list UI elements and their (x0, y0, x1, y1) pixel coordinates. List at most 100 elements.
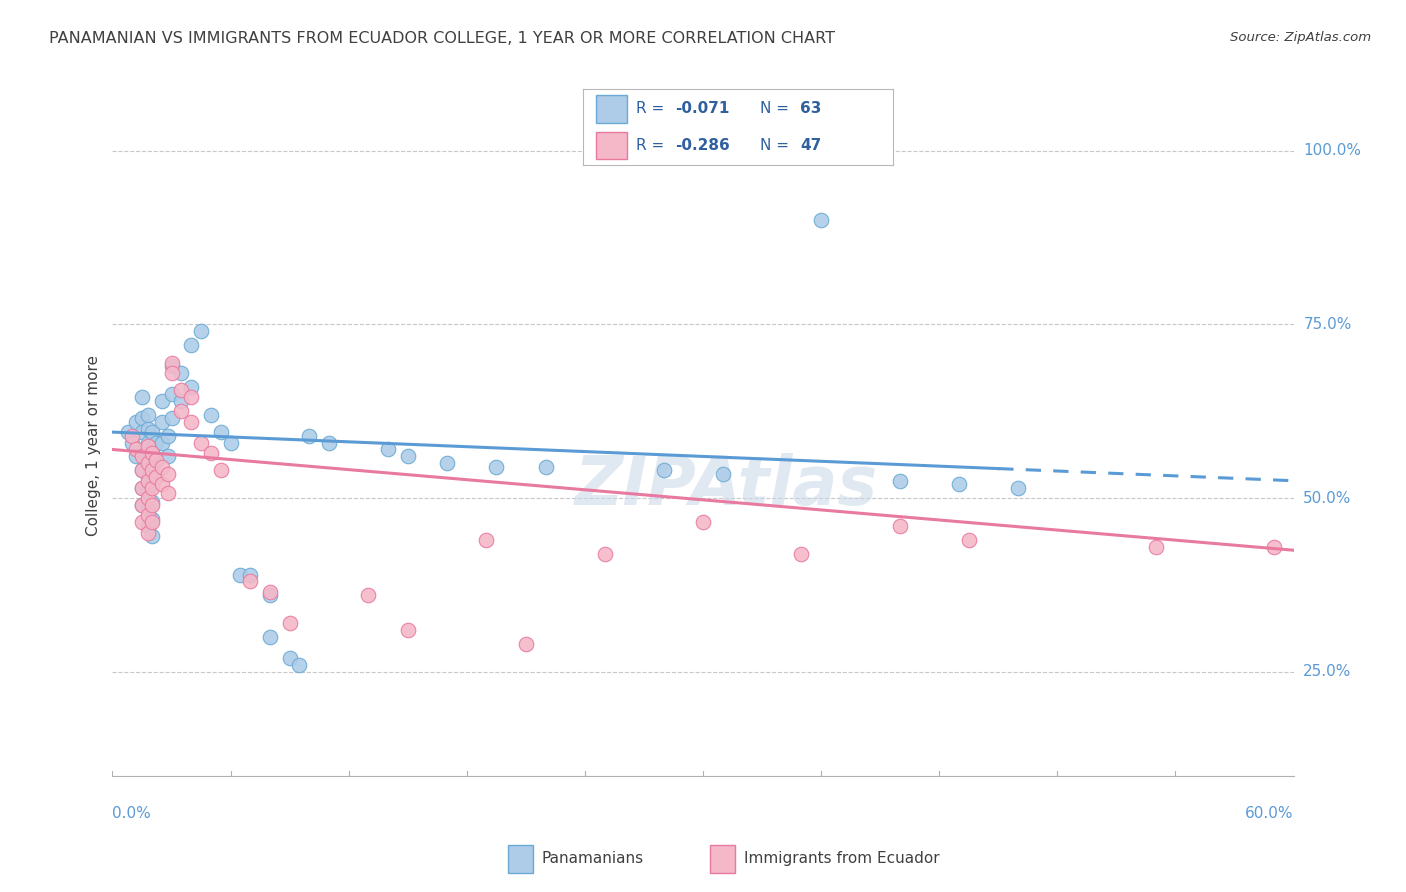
Point (141, 442, 163, 457)
Point (259, 588, 281, 602)
Point (170, 393, 193, 408)
Point (156, 485, 179, 500)
Point (141, 477, 163, 491)
Point (259, 585, 281, 599)
Point (145, 435, 167, 450)
Point (117, 425, 139, 439)
Point (170, 384, 193, 398)
Point (170, 404, 193, 418)
Text: Source: ZipAtlas.com: Source: ZipAtlas.com (1230, 31, 1371, 45)
Point (239, 574, 262, 589)
Point (136, 470, 159, 484)
Point (160, 356, 183, 370)
Point (396, 450, 419, 464)
Point (219, 435, 242, 450)
Point (141, 459, 163, 474)
Point (150, 459, 173, 474)
Point (170, 366, 193, 380)
Point (141, 481, 163, 495)
Point (121, 435, 143, 450)
Text: 75.0%: 75.0% (1303, 317, 1351, 332)
Point (131, 450, 153, 464)
Point (145, 453, 167, 467)
Point (156, 467, 179, 481)
Point (790, 547, 813, 561)
Point (131, 446, 153, 460)
Point (156, 428, 179, 442)
Point (957, 533, 980, 547)
Text: 47: 47 (800, 137, 821, 153)
Point (150, 415, 173, 429)
Point (131, 390, 153, 404)
Point (593, 547, 616, 561)
Point (136, 435, 159, 450)
Point (278, 616, 301, 631)
Bar (596, 95, 627, 122)
Point (141, 494, 163, 508)
Point (136, 474, 159, 488)
Y-axis label: College, 1 year or more: College, 1 year or more (86, 356, 101, 536)
Bar (596, 132, 627, 159)
Point (150, 477, 173, 491)
Point (131, 481, 153, 495)
Point (1007, 481, 1029, 495)
Point (131, 481, 153, 495)
Point (298, 428, 321, 442)
Point (125, 450, 148, 464)
Point (131, 463, 153, 477)
Point (1263, 540, 1285, 554)
Point (485, 459, 508, 474)
Point (436, 456, 458, 470)
Point (259, 630, 281, 644)
Point (377, 442, 399, 457)
Bar (508, 845, 533, 872)
Point (515, 637, 537, 651)
Text: 60.0%: 60.0% (1246, 805, 1294, 821)
Point (136, 519, 159, 533)
Text: N =: N = (759, 102, 793, 117)
Point (180, 338, 202, 352)
Point (141, 463, 163, 477)
Point (209, 463, 232, 477)
Text: PANAMANIAN VS IMMIGRANTS FROM ECUADOR COLLEGE, 1 YEAR OR MORE CORRELATION CHART: PANAMANIAN VS IMMIGRANTS FROM ECUADOR CO… (49, 31, 835, 46)
Point (190, 324, 212, 338)
Point (318, 435, 340, 450)
Point (150, 435, 173, 450)
Point (131, 498, 153, 512)
Point (145, 470, 167, 484)
Point (160, 411, 183, 425)
Point (190, 435, 212, 450)
Point (200, 408, 222, 422)
Point (396, 623, 419, 637)
Text: 63: 63 (800, 102, 821, 117)
Point (180, 415, 202, 429)
Point (200, 446, 222, 460)
Point (948, 477, 970, 491)
Point (136, 439, 159, 453)
Text: ZIPAtlas: ZIPAtlas (575, 452, 879, 518)
Text: 100.0%: 100.0% (1303, 144, 1361, 158)
Point (125, 442, 148, 457)
Point (121, 428, 143, 442)
Text: Immigrants from Ecuador: Immigrants from Ecuador (744, 851, 939, 866)
Point (534, 459, 557, 474)
Point (141, 512, 163, 526)
Point (160, 366, 183, 380)
Point (692, 516, 714, 530)
Point (125, 415, 148, 429)
Point (150, 393, 173, 408)
Point (131, 463, 153, 477)
Text: 0.0%: 0.0% (112, 805, 152, 821)
Bar (710, 845, 735, 872)
Point (145, 470, 167, 484)
Text: -0.071: -0.071 (675, 102, 730, 117)
Point (136, 491, 159, 505)
Point (141, 446, 163, 460)
Point (156, 450, 179, 464)
Point (229, 567, 252, 582)
Point (136, 422, 159, 436)
Point (136, 525, 159, 540)
Point (145, 453, 167, 467)
Point (160, 387, 183, 401)
Point (136, 501, 159, 516)
